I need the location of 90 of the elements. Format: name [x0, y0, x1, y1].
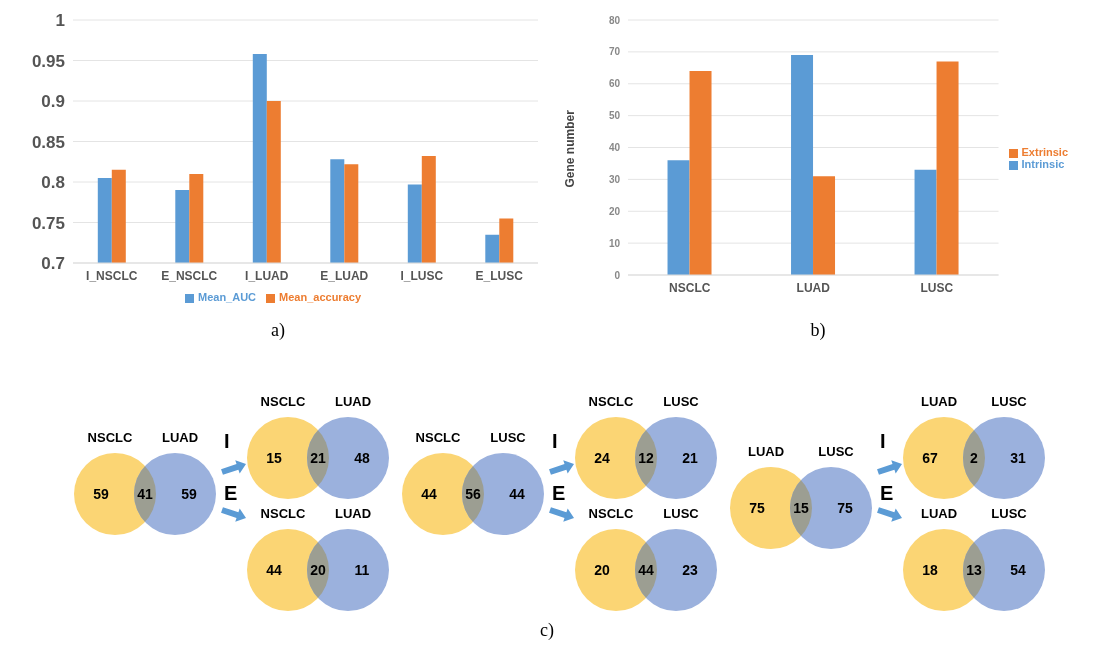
y-tick-label: 0.95: [31, 51, 65, 71]
category-label: NSCLC: [588, 506, 634, 521]
data-label: 20: [310, 562, 326, 578]
legend-label: Extrinsic: [1021, 146, 1068, 158]
category-label: LUSC: [663, 394, 700, 409]
bar: [689, 71, 712, 275]
x-tick-label: I_NSCLC: [86, 268, 138, 283]
data-label: 44: [509, 486, 525, 502]
y-tick-label: 0.8: [41, 173, 65, 193]
data-label: 54: [1010, 562, 1026, 578]
y-tick-label: 0.7: [41, 254, 65, 274]
data-label: 21: [682, 450, 698, 466]
data-label: 15: [793, 500, 809, 516]
bar: [936, 61, 959, 275]
data-label: 15: [266, 450, 282, 466]
category-label: LUSC: [991, 394, 1028, 409]
category-label: LUSC: [490, 430, 527, 445]
y-tick-label: 30: [608, 173, 621, 185]
y-tick-label: 40: [608, 142, 621, 154]
bar: [791, 55, 814, 275]
x-tick-label: I_LUAD: [245, 268, 289, 283]
text: I: [224, 430, 230, 452]
data-label: 18: [922, 562, 938, 578]
data-label: 44: [638, 562, 654, 578]
legend-label: Intrinsic: [1021, 158, 1065, 170]
data-label: 59: [181, 486, 197, 502]
y-tick-label: 50: [608, 110, 621, 122]
text: E: [552, 482, 566, 504]
data-label: 13: [966, 562, 982, 578]
data-label: 21: [310, 450, 326, 466]
text: b): [809, 320, 827, 341]
data-label: 75: [749, 500, 765, 516]
x-tick-label: E_LUAD: [320, 268, 369, 283]
x-tick-label: E_LUSC: [475, 268, 524, 283]
bar: [667, 160, 690, 275]
data-label: 2: [970, 450, 979, 466]
data-label: 59: [93, 486, 109, 502]
text: c): [539, 620, 555, 641]
category-label: LUSC: [991, 506, 1028, 521]
legend-label: Mean_accuracy: [279, 291, 362, 303]
data-label: 48: [354, 450, 370, 466]
category-label: LUAD: [334, 394, 372, 409]
data-label: 20: [594, 562, 610, 578]
category-label: NSCLC: [87, 430, 133, 445]
text: E: [880, 482, 894, 504]
bar: [914, 169, 937, 275]
category-label: NSCLC: [260, 506, 306, 521]
category-label: NSCLC: [588, 394, 634, 409]
x-tick-label: LUSC: [920, 280, 954, 295]
category-label: LUAD: [747, 444, 785, 459]
x-tick-label: I_LUSC: [400, 268, 444, 283]
y-tick-label: 80: [608, 14, 621, 26]
bar: [813, 176, 836, 275]
y-axis-title: Gene number: [563, 109, 578, 188]
data-label: 44: [266, 562, 282, 578]
data-label: 75: [837, 500, 853, 516]
data-label: 44: [421, 486, 437, 502]
category-label: LUSC: [818, 444, 855, 459]
y-tick-label: 0.9: [41, 92, 65, 112]
y-tick-label: 1: [55, 11, 65, 31]
y-tick-label: 10: [608, 237, 621, 249]
text: a): [270, 320, 286, 341]
y-tick-label: 20: [608, 205, 621, 217]
category-label: NSCLC: [415, 430, 461, 445]
data-label: 12: [638, 450, 654, 466]
text: I: [552, 430, 558, 452]
data-label: 67: [922, 450, 938, 466]
category-label: LUAD: [920, 506, 958, 521]
data-label: 31: [1010, 450, 1026, 466]
category-label: NSCLC: [260, 394, 306, 409]
text: E: [224, 482, 238, 504]
y-tick-label: 60: [608, 78, 621, 90]
data-label: 41: [137, 486, 153, 502]
category-label: LUAD: [161, 430, 199, 445]
data-label: 56: [465, 486, 481, 502]
category-label: LUSC: [663, 506, 700, 521]
data-label: 11: [354, 562, 370, 578]
text: I: [880, 430, 886, 452]
data-label: 24: [594, 450, 610, 466]
y-tick-label: 0.75: [31, 213, 65, 233]
data-label: 23: [682, 562, 698, 578]
y-tick-label: 0.85: [31, 132, 65, 152]
x-tick-label: E_NSCLC: [161, 268, 218, 283]
legend-label: Mean_AUC: [197, 291, 257, 303]
y-tick-label: 0: [614, 269, 621, 281]
y-tick-label: 70: [608, 46, 621, 58]
x-tick-label: LUAD: [796, 280, 831, 295]
category-label: LUAD: [920, 394, 958, 409]
category-label: LUAD: [334, 506, 372, 521]
x-tick-label: NSCLC: [669, 280, 711, 295]
